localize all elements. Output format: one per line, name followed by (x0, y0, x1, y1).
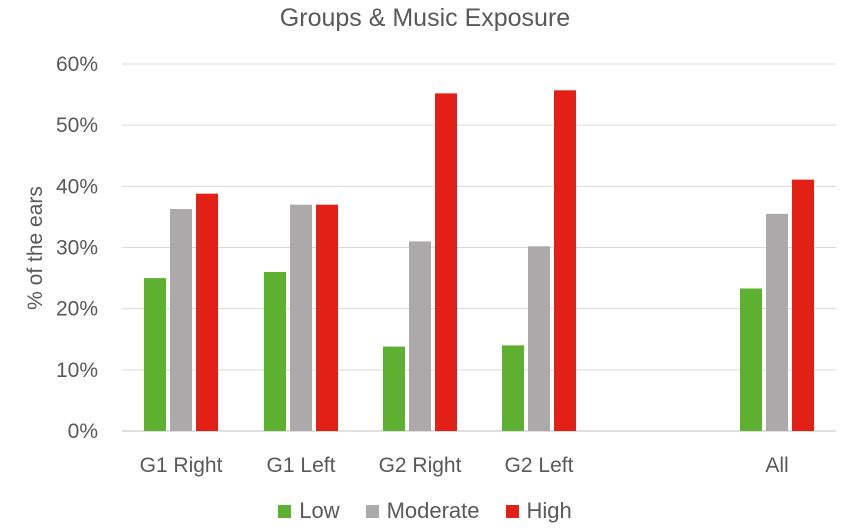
y-tick-label: 40% (56, 175, 98, 198)
x-tick-label: G2 Left (505, 454, 574, 477)
bar-high-g2-left (554, 90, 576, 431)
bar-low-g1-right (144, 278, 166, 431)
x-tick-label: G1 Right (140, 454, 223, 477)
bar-low-g2-right (383, 346, 405, 431)
bar-moderate-g1-right (170, 208, 192, 431)
bar-moderate-g2-left (528, 246, 550, 431)
bar-high-all (792, 179, 814, 431)
legend-item-high: High (505, 498, 572, 524)
x-tick-label: G2 Right (379, 454, 462, 477)
bar-moderate-g1-left (290, 204, 312, 431)
legend-swatch-high (505, 504, 519, 518)
bar-high-g2-right (435, 93, 457, 432)
legend-label-high: High (526, 498, 572, 523)
x-tick-label: G1 Left (267, 454, 336, 477)
y-tick-label: 10% (56, 359, 98, 382)
legend: Low Moderate High (0, 498, 850, 524)
legend-label-moderate: Moderate (386, 498, 480, 523)
x-tick-label: All (765, 454, 788, 477)
y-tick-label: 50% (56, 114, 98, 137)
bar-high-g1-left (316, 204, 338, 431)
bar-low-g1-left (264, 271, 286, 431)
legend-swatch-low (278, 504, 292, 518)
y-tick-label: 0% (68, 420, 98, 443)
y-tick-label: 60% (56, 53, 98, 76)
y-tick-label: 20% (56, 298, 98, 321)
legend-item-low: Low (278, 498, 340, 524)
bar-moderate-all (766, 213, 788, 431)
y-tick-label: 30% (56, 237, 98, 260)
bar-low-all (740, 288, 762, 431)
chart-title: Groups & Music Exposure (279, 4, 571, 32)
bar-moderate-g2-right (409, 241, 431, 431)
legend-swatch-moderate (365, 504, 379, 518)
bar-low-g2-left (502, 345, 524, 431)
legend-label-low: Low (299, 498, 340, 523)
legend-item-moderate: Moderate (365, 498, 480, 524)
bar-high-g1-right (196, 193, 218, 431)
